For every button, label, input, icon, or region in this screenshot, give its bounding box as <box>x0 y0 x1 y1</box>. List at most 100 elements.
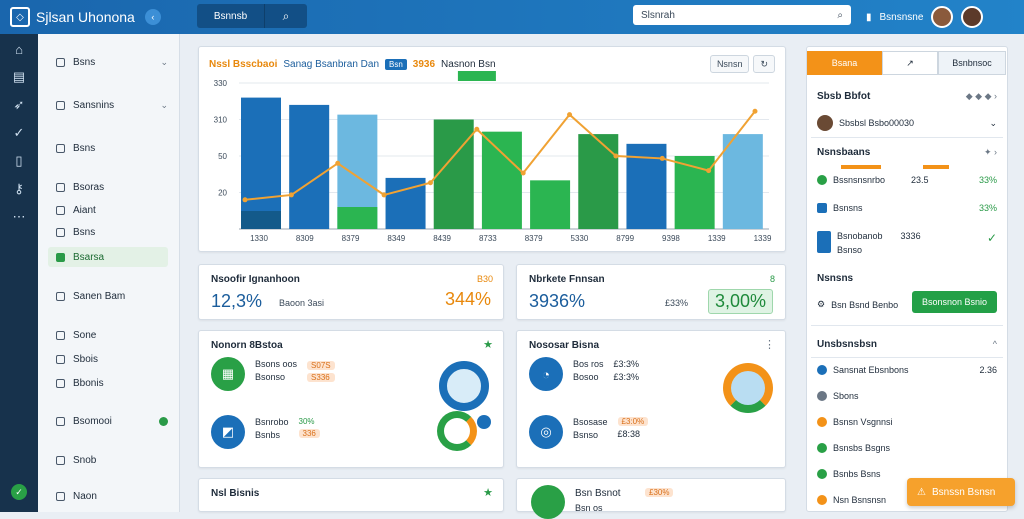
card-title: Nososar Bisna <box>529 340 600 351</box>
sidebar-item-label: Bsns <box>73 226 96 238</box>
list-item[interactable]: Bsnsbs Bsgns <box>817 443 997 453</box>
section-title: Unsbsnsbsn <box>817 339 878 350</box>
menu-icon <box>56 330 65 340</box>
kpi-sub: Baoon 3asi <box>279 298 325 308</box>
kpi-corner: 8 <box>769 274 775 284</box>
star-icon[interactable]: ★ <box>483 487 493 499</box>
section-actions[interactable]: ✦ › <box>983 147 997 157</box>
chart-header: Nssl Bsscbaoi Sanag Bsanbran Dan Bsn 393… <box>209 59 496 70</box>
avatar[interactable] <box>961 6 984 28</box>
chevron-down-icon[interactable]: ⌄ <box>160 56 168 67</box>
notification-icon[interactable]: ▮ <box>866 11 872 23</box>
metric-sub: Bsonso <box>255 372 286 382</box>
sidebar-item[interactable]: Naon <box>48 486 168 506</box>
bar <box>481 131 522 229</box>
right-panel: Bsana ↗ Bsnbnsoc Sbsb Bbfot ◆ ◆ ◆ › Sbsb… <box>806 46 1008 512</box>
kpi-title: Nbrkete Fnnsan <box>529 274 605 285</box>
star-icon[interactable]: ★ <box>483 339 493 351</box>
sidebar-item[interactable]: Aiant <box>48 200 168 220</box>
list-item[interactable]: Sbons <box>817 391 997 401</box>
sidebar-item[interactable]: Bsarsa <box>48 247 168 267</box>
sidebar-item[interactable]: Bsoras <box>48 177 168 197</box>
collapse-icon[interactable]: ^ <box>992 339 997 349</box>
item-label: Bssnsnsnrbo <box>833 175 886 185</box>
key-icon[interactable]: ⚷ <box>14 181 24 196</box>
section-actions[interactable]: ◆ ◆ ◆ › <box>965 91 997 101</box>
sidebar-item[interactable]: Snob <box>48 450 168 470</box>
user-row[interactable]: Sbsbsl Bsbo00030 ⌄ <box>817 115 997 131</box>
refresh-icon[interactable]: ↻ <box>753 55 775 73</box>
y-tick-label: 20 <box>218 189 227 198</box>
sidebar-item-label: Bsoras <box>73 181 105 193</box>
status-dot <box>817 443 827 453</box>
chevron-down-icon[interactable]: ⌄ <box>160 99 168 110</box>
item-label: Sbons <box>833 391 859 401</box>
bar <box>578 134 619 229</box>
collapse-icon[interactable]: ‹ <box>144 9 161 25</box>
chart-suffix: Nasnon Bsn <box>441 59 496 70</box>
sidebar-item[interactable]: Bsns <box>48 138 168 158</box>
divider <box>811 325 1003 326</box>
tab-secondary[interactable]: Bsnbnsoc <box>938 51 1006 75</box>
user-name: Sbsbsl Bsbo00030 <box>839 118 915 128</box>
metric-sub: Bsnbs <box>255 430 281 440</box>
item-label: Bsn Bsnd Benbo <box>831 299 899 310</box>
search-icon[interactable]: ⌕ <box>837 9 843 21</box>
list-item[interactable]: Bsnsn Vsgnnsi <box>817 417 997 427</box>
sidebar-item[interactable]: Sansnins ⌄ <box>48 95 168 115</box>
menu-icon <box>56 491 65 501</box>
sidebar-item[interactable]: Sone <box>48 325 168 345</box>
nav-button[interactable]: Bsnnsb <box>197 4 265 28</box>
info-icon[interactable] <box>477 415 491 429</box>
sidebar-item-label: Sanen Bam <box>73 290 126 302</box>
more-icon[interactable]: ⋮ <box>764 339 775 351</box>
status-dot <box>817 495 827 505</box>
chevron-down-icon[interactable]: ⌄ <box>989 117 997 128</box>
grid-icon[interactable]: ⋯ <box>12 209 26 224</box>
trend-line <box>244 110 756 201</box>
bar <box>530 180 571 229</box>
action-button[interactable]: Bsonsnon Bsnio <box>911 291 997 313</box>
list-item[interactable]: Nsn Bsnsnsn <box>817 495 997 505</box>
status-icon[interactable]: ✓ <box>11 484 27 500</box>
sidebar-item-label: Bsomooi <box>73 415 112 427</box>
sidebar-item[interactable]: Sbois <box>48 349 168 369</box>
search-icon[interactable]: ⌕ <box>282 8 290 23</box>
avatar[interactable] <box>931 6 954 28</box>
kpi-value: 3936% <box>529 291 586 311</box>
list-item[interactable]: Bsnobanob Bsnso 3336 ✓ <box>817 231 997 255</box>
list-item[interactable]: Bssnsnsnrbo 23.5 33% <box>817 175 997 185</box>
sidebar-item-label: Naon <box>73 490 97 502</box>
metric-row: ▦ Bsons oos Bsonso S07S S336 <box>211 357 335 391</box>
list-item[interactable]: ⚙ Bsn Bsnd Benbo <box>817 299 997 310</box>
metric-tag: 30% <box>298 417 315 426</box>
list-item[interactable]: Bsnsns 33% <box>817 203 997 213</box>
sidebar-item[interactable]: Bsns ⌄ <box>48 52 168 72</box>
tab-primary[interactable]: Bsana <box>807 51 882 75</box>
tab-expand[interactable]: ↗ <box>882 51 938 75</box>
sidebar-item[interactable]: Bsns <box>48 222 168 242</box>
item-label: Bsnsbs Bsgns <box>833 443 891 453</box>
sidebar-item-label: Bsns <box>73 56 96 68</box>
card-sub: Bsn os <box>575 503 603 513</box>
sidebar-item[interactable]: Bbonis <box>48 373 168 393</box>
rocket-icon[interactable]: ➶ <box>13 97 25 112</box>
metric-sub: Bosoo <box>573 372 599 382</box>
check-icon[interactable]: ✓ <box>13 125 25 140</box>
search-input[interactable]: Slsnrah ⌕ <box>633 5 851 25</box>
user-label[interactable]: Bsnsnsne <box>879 11 924 23</box>
list-item[interactable]: Sansnat Ebsnbons 2.36 <box>817 365 997 375</box>
home-icon[interactable]: ⌂ <box>15 42 23 57</box>
book-icon[interactable]: ▯ <box>15 153 23 168</box>
layers-icon[interactable]: ▤ <box>12 69 26 84</box>
sidebar-item[interactable]: Sanen Bam <box>48 286 168 306</box>
sidebar-item[interactable]: Bsomooi <box>48 411 168 431</box>
item-sub: Bsnso <box>837 245 863 255</box>
summary-card: Nsl Bisnis ★ <box>198 478 504 512</box>
list-item[interactable]: Bsnbs Bsns <box>817 469 997 479</box>
chart-filter-button[interactable]: Nsnsn <box>709 55 750 73</box>
toast-notification[interactable]: ⚠ Bsnssn Bsnsn <box>907 478 1015 506</box>
metric-pill: S07S <box>307 361 335 370</box>
kpi-value: 12,3% <box>211 291 263 311</box>
app-logo[interactable]: ◇ Sjlsan Uhonona ‹ <box>0 7 180 27</box>
